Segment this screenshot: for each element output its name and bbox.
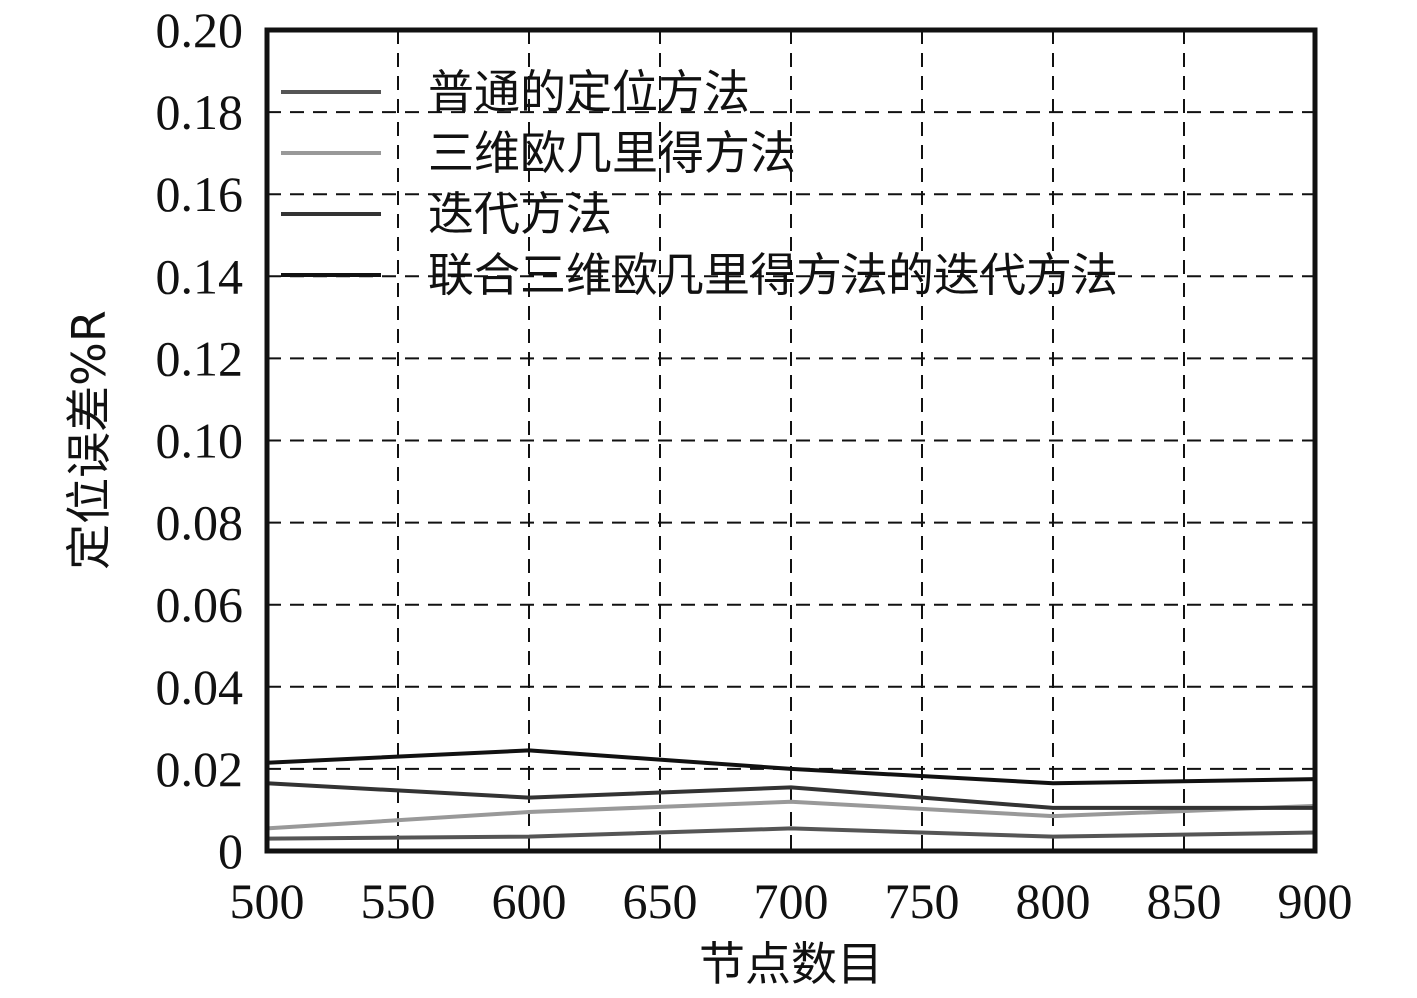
- y-tick-label: 0.18: [156, 84, 244, 140]
- y-tick-label: 0: [218, 823, 243, 879]
- y-tick-label: 0.20: [156, 2, 244, 58]
- x-tick-label: 650: [623, 873, 698, 929]
- series-lines: [266, 748, 1316, 841]
- y-tick-label: 0.02: [156, 741, 244, 797]
- x-tick-label: 700: [754, 873, 829, 929]
- series-line-1: [266, 826, 1316, 841]
- series-line-4: [266, 748, 1316, 786]
- x-tick-label: 800: [1016, 873, 1091, 929]
- series-line-2: [266, 799, 1316, 831]
- y-tick-label: 0.06: [156, 577, 244, 633]
- x-tick-label: 900: [1278, 873, 1353, 929]
- legend-label: 迭代方法: [428, 187, 612, 241]
- y-axis-ticks: 0 0.02 0.04 0.06 0.08 0.10 0.12 0.14 0.16 0.18 0.2…: [156, 2, 244, 879]
- plot-frame: [264, 27, 1318, 854]
- grid: [267, 30, 1315, 851]
- series-line-3: [266, 781, 1315, 810]
- x-axis-ticks: 500 550 600 650 700 750 800 850 900: [230, 873, 1353, 929]
- x-tick-label: 500: [230, 873, 305, 929]
- legend-label: 普通的定位方法: [428, 65, 750, 119]
- legend-label: 三维欧几里得方法: [428, 126, 796, 180]
- y-tick-label: 0.04: [156, 659, 244, 715]
- y-tick-label: 0.14: [156, 248, 244, 304]
- y-tick-label: 0.16: [156, 166, 244, 222]
- legend-label: 联合三维欧几里得方法的迭代方法: [428, 248, 1118, 302]
- y-tick-label: 0.10: [156, 413, 244, 469]
- y-tick-label: 0.12: [156, 330, 244, 386]
- x-tick-label: 550: [361, 873, 436, 929]
- x-tick-label: 850: [1147, 873, 1222, 929]
- x-tick-label: 600: [492, 873, 567, 929]
- y-tick-label: 0.08: [156, 495, 244, 551]
- x-tick-label: 750: [885, 873, 960, 929]
- x-axis-title: 节点数目: [699, 937, 883, 991]
- y-axis-title: 定位误差%R: [62, 310, 116, 570]
